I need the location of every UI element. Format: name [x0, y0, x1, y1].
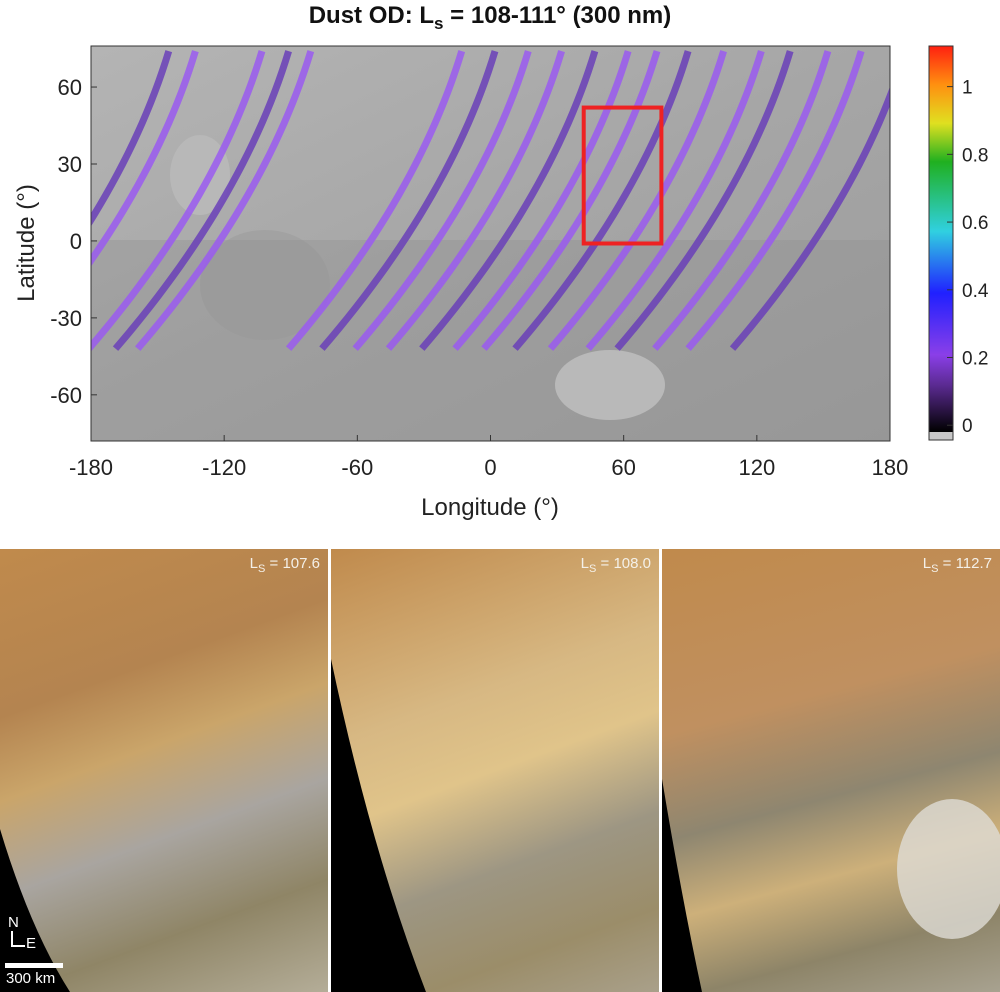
orbit-swath [685, 50, 865, 351]
x-axis-ticks: -180 -120 -60 0 60 120 180 [69, 435, 908, 480]
x-tick-label: -60 [341, 455, 373, 480]
orbit-swath [285, 50, 466, 351]
ls-value: = 107.6 [265, 555, 320, 572]
x-tick-label: -120 [202, 455, 246, 480]
image-panel-2: LS = 108.0 [331, 549, 659, 992]
scale-bar-label: 300 km [6, 970, 56, 987]
space-region [662, 779, 702, 992]
colorbar-tick-label: 0.6 [962, 213, 988, 234]
orbit-swath [91, 50, 266, 351]
orbit-swath [112, 50, 292, 351]
orbit-swath [319, 50, 499, 351]
x-tick-label: 60 [611, 455, 635, 480]
space-region [331, 659, 426, 992]
orbit-swath [585, 50, 765, 351]
orbit-swath [135, 50, 315, 351]
y-tick-label: -30 [50, 306, 82, 331]
image-panel-3: LS = 112.7 [662, 549, 1000, 992]
relief-feature [555, 350, 665, 420]
colorbar-nodata [929, 432, 953, 440]
panel-overlay [331, 659, 426, 992]
orbit-swath [385, 50, 565, 351]
colorbar-tick-label: 1 [962, 78, 973, 99]
y-tick-label: 30 [58, 152, 82, 177]
colorbar-frame [928, 45, 954, 441]
orbit-swath [512, 50, 692, 351]
colorbar-tick-label: 0.4 [962, 281, 989, 302]
scale-bar [5, 963, 63, 968]
orbit-swath [352, 50, 532, 351]
highlight-box [581, 105, 664, 246]
y-tick-label: 0 [70, 229, 82, 254]
ls-value: = 112.7 [938, 555, 992, 572]
compass: N E [8, 914, 36, 952]
orbit-swath [614, 50, 794, 351]
colorbar-tick-label: 0.8 [962, 145, 988, 166]
x-axis-label: Longitude (°) [421, 494, 559, 521]
ls-value: = 108.0 [596, 555, 651, 572]
ls-symbol: L [249, 555, 259, 572]
ls-label: LS = 107.6 [250, 555, 320, 575]
x-tick-label: 0 [484, 455, 496, 480]
colorbar-tick-label: 0 [962, 416, 973, 437]
orbit-swath [91, 50, 173, 227]
colorbar [929, 46, 953, 432]
orbit-swath [547, 50, 727, 351]
ls-label: LS = 108.0 [581, 555, 651, 575]
space-region [0, 829, 70, 992]
orbit-swaths [91, 50, 890, 351]
title-subscript: s [434, 13, 444, 33]
x-tick-label: -180 [69, 455, 113, 480]
orbit-swath [652, 50, 832, 351]
east-arrow-icon [11, 945, 25, 947]
ls-subscript: S [589, 563, 597, 575]
ls-symbol: L [580, 555, 590, 572]
relief-feature [200, 230, 330, 340]
colorbar-tick-label: 0.2 [962, 349, 988, 370]
ls-subscript: S [931, 563, 939, 575]
image-panel-1: LS = 107.6 N E 300 km [0, 549, 328, 992]
dust-od-map: -180 -120 -60 0 60 120 180 60 30 0 -30 -60 Longitud… [13, 45, 989, 521]
title-text: Dust OD: L [308, 2, 435, 29]
colorbar-ticks: 1 0.8 0.6 0.4 0.2 0 [947, 78, 989, 437]
x-tick-label: 180 [872, 455, 909, 480]
ls-symbol: L [922, 555, 932, 572]
title-text-rest: = 108-111° (300 nm) [443, 2, 672, 29]
y-axis-label: Latitude (°) [13, 184, 40, 302]
ls-subscript: S [258, 563, 266, 575]
orbit-swath [481, 50, 661, 351]
orbit-swath [452, 50, 632, 351]
panel-overlay [0, 829, 70, 992]
compass-east-label: E [26, 935, 37, 952]
compass-north-label: N [8, 914, 19, 931]
bright-cloud-region [897, 799, 1000, 939]
orbit-swath [729, 86, 890, 351]
panel-overlay [662, 779, 1000, 992]
chart-title: Dust OD: Ls = 108-111° (300 nm) [0, 2, 980, 34]
x-tick-label: 120 [738, 455, 775, 480]
ls-label: LS = 112.7 [923, 555, 992, 575]
y-axis-ticks: 60 30 0 -30 -60 [50, 75, 97, 408]
orbit-swath [419, 50, 599, 351]
y-tick-label: 60 [58, 75, 82, 100]
y-tick-label: -60 [50, 383, 82, 408]
compass-arrows: E [8, 931, 36, 952]
north-arrow-icon [11, 931, 13, 947]
orbit-swath [91, 50, 199, 267]
relief-feature [170, 135, 230, 215]
